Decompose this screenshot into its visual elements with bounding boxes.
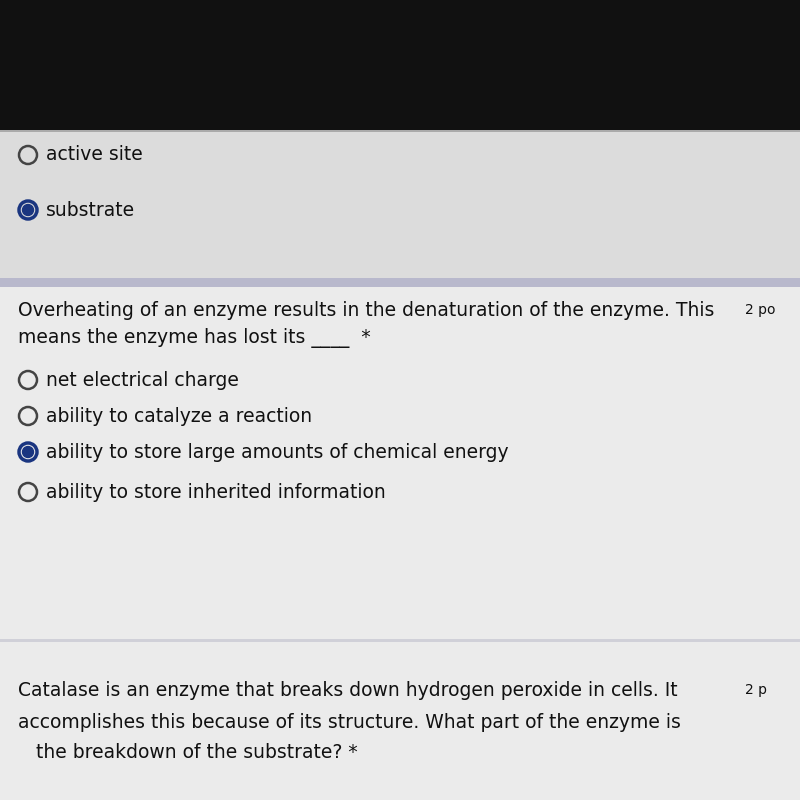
Text: Overheating of an enzyme results in the denaturation of the enzyme. This: Overheating of an enzyme results in the … — [18, 301, 714, 319]
Circle shape — [22, 446, 34, 458]
Text: 2 po: 2 po — [745, 303, 775, 317]
Text: the breakdown of the substrate? *: the breakdown of the substrate? * — [18, 742, 358, 762]
Text: ability to store inherited information: ability to store inherited information — [46, 482, 386, 502]
Text: accomplishes this because of its structure. What part of the enzyme is: accomplishes this because of its structu… — [18, 713, 681, 731]
Text: 2 p: 2 p — [745, 683, 767, 697]
Text: substrate: substrate — [46, 201, 135, 219]
Bar — [0, 642, 800, 800]
Text: means the enzyme has lost its ____  *: means the enzyme has lost its ____ * — [18, 328, 370, 348]
Text: active site: active site — [46, 146, 142, 165]
Bar — [0, 287, 800, 640]
Bar — [0, 130, 800, 280]
Bar — [0, 130, 800, 132]
Text: ability to catalyze a reaction: ability to catalyze a reaction — [46, 406, 312, 426]
Text: ability to store large amounts of chemical energy: ability to store large amounts of chemic… — [46, 442, 509, 462]
Text: net electrical charge: net electrical charge — [46, 370, 239, 390]
Text: Catalase is an enzyme that breaks down hydrogen peroxide in cells. It: Catalase is an enzyme that breaks down h… — [18, 681, 678, 699]
Bar — [0, 278, 800, 287]
Bar — [0, 0, 800, 130]
Circle shape — [22, 205, 34, 215]
Bar — [0, 639, 800, 642]
